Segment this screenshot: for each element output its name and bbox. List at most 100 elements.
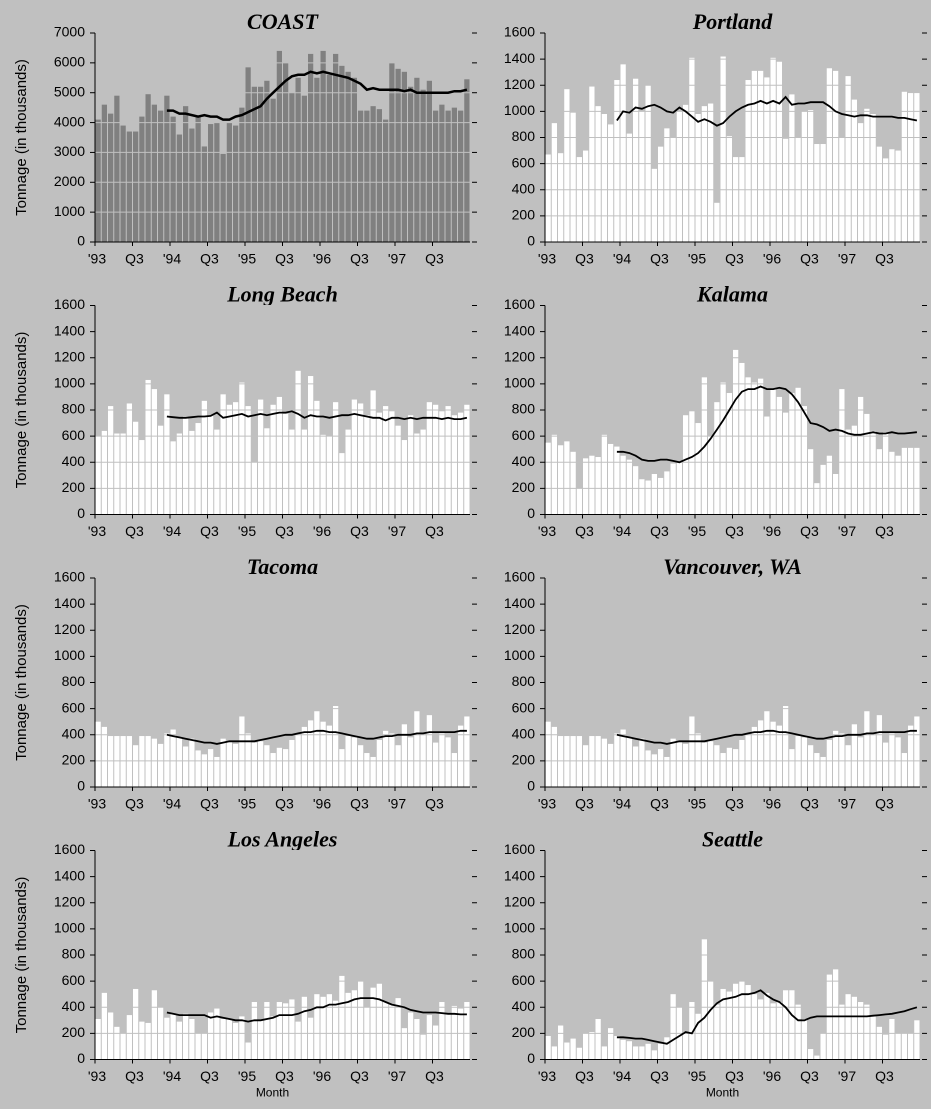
bar (164, 1017, 170, 1060)
y-tick-label: 1000 (504, 102, 535, 118)
y-tick-label: 600 (62, 427, 86, 443)
bar (876, 1026, 882, 1060)
bar (445, 110, 451, 242)
y-tick-label: 1400 (504, 595, 535, 611)
x-tick-label: Q3 (275, 523, 294, 539)
bar (164, 733, 170, 787)
bar (95, 436, 101, 515)
bar (558, 445, 564, 515)
bar (351, 990, 357, 1060)
bar (108, 1012, 114, 1060)
bar (901, 753, 907, 787)
bar (326, 725, 332, 787)
bar (789, 94, 795, 242)
bar (326, 994, 332, 1060)
bar (683, 1032, 689, 1060)
x-tick-label: '96 (763, 523, 781, 539)
bar (889, 733, 895, 787)
y-axis-label: Tonnage (in thousands) (13, 59, 30, 216)
bar (301, 429, 307, 515)
bar (320, 50, 326, 242)
bar (358, 981, 364, 1060)
bar (633, 746, 639, 787)
bar (870, 1016, 876, 1060)
bar (658, 749, 664, 787)
x-tick-label: '95 (238, 796, 256, 812)
x-tick-label: Q3 (275, 1068, 294, 1084)
bar (114, 95, 120, 242)
moving-average-line (616, 989, 918, 1045)
bar (683, 743, 689, 787)
bar (639, 479, 645, 515)
bar (189, 430, 195, 515)
bar (170, 1013, 176, 1060)
bar (133, 988, 139, 1060)
bar (670, 463, 676, 515)
bar (195, 1033, 201, 1060)
bar (339, 453, 345, 515)
y-tick-label: 1000 (504, 375, 535, 391)
bar (376, 412, 382, 515)
bar (889, 1019, 895, 1060)
bar (170, 441, 176, 515)
x-tick-label: Q3 (350, 523, 369, 539)
bar (851, 425, 857, 515)
x-tick-label: Q3 (650, 251, 669, 267)
y-tick-label: 400 (512, 725, 536, 741)
x-tick-label: '96 (763, 251, 781, 267)
bar (258, 86, 264, 242)
bar (433, 1025, 439, 1060)
bar (101, 104, 107, 243)
bar (401, 1028, 407, 1060)
bar (301, 996, 307, 1060)
y-tick-label: 400 (62, 998, 86, 1014)
bar (714, 745, 720, 787)
x-tick-label: Q3 (875, 523, 894, 539)
bar (451, 107, 457, 243)
bar (226, 741, 232, 787)
x-tick-label: '97 (388, 1068, 406, 1084)
bar (333, 53, 339, 243)
x-tick-label: '93 (538, 1068, 556, 1084)
moving-average-line (616, 729, 917, 745)
x-tick-label: '93 (88, 1068, 106, 1084)
x-tick-label: Q3 (425, 523, 444, 539)
bar (683, 415, 689, 515)
bar (864, 413, 870, 515)
bar (158, 110, 164, 242)
bar (583, 1033, 589, 1060)
bar (708, 436, 714, 515)
bar (814, 1055, 820, 1060)
x-tick-label: Q3 (800, 251, 819, 267)
bar (558, 153, 564, 242)
bar (151, 104, 157, 243)
x-tick-label: '97 (838, 1068, 856, 1084)
bar (101, 992, 107, 1060)
x-tick-label: '93 (538, 523, 556, 539)
bar (595, 106, 601, 243)
bar (414, 1019, 420, 1060)
bar (108, 113, 114, 242)
bar (226, 1019, 232, 1060)
bar (720, 56, 726, 243)
bar (370, 106, 376, 243)
bar (895, 737, 901, 787)
bar (720, 988, 726, 1060)
y-tick-label: 7000 (54, 24, 85, 40)
bar (214, 1008, 220, 1060)
bar (295, 77, 301, 243)
bar (333, 1000, 339, 1060)
bar (464, 79, 470, 243)
bar (214, 756, 220, 787)
bar (864, 1004, 870, 1060)
y-tick-label: 1600 (54, 569, 85, 585)
x-tick-label: '96 (313, 1068, 331, 1084)
bar (383, 119, 389, 242)
x-tick-label: Q3 (650, 1068, 669, 1084)
bar (758, 378, 764, 515)
bar (733, 157, 739, 242)
bar (689, 57, 695, 242)
bar (633, 78, 639, 242)
bar (195, 423, 201, 515)
